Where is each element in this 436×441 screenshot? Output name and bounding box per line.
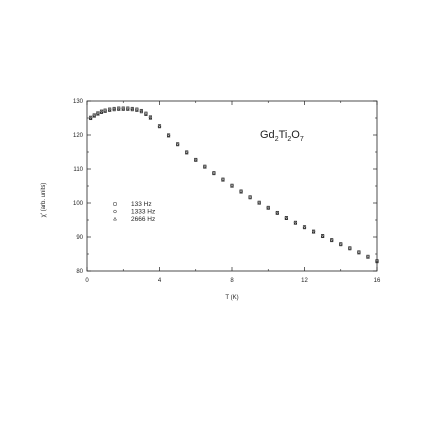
data-points bbox=[88, 106, 379, 264]
compound-subscript: 2 bbox=[275, 136, 279, 143]
compound-label: Gd2Ti2O7 bbox=[260, 129, 304, 143]
data-point-2666-hz bbox=[139, 109, 144, 114]
compound-element: Gd bbox=[260, 129, 275, 141]
x-tick-label: 8 bbox=[230, 278, 234, 284]
data-point-2666-hz bbox=[284, 216, 289, 220]
data-point-2666-hz bbox=[366, 255, 370, 259]
x-axis-title: T (K) bbox=[225, 295, 238, 301]
data-point-2666-hz bbox=[143, 112, 148, 116]
data-point-2666-hz bbox=[99, 110, 104, 114]
data-point-2666-hz bbox=[107, 108, 112, 112]
data-point-2666-hz bbox=[239, 190, 243, 194]
data-point-2666-hz bbox=[202, 165, 207, 169]
data-point-2666-hz bbox=[221, 178, 225, 182]
axis-ticks: 0 4 8 12 16 80 90 100 110 120 130 bbox=[73, 99, 381, 284]
legend-marker bbox=[113, 202, 117, 206]
y-tick-label: 120 bbox=[73, 133, 84, 139]
data-point-2666-hz bbox=[248, 195, 253, 200]
data-point-2666-hz bbox=[266, 206, 271, 210]
legend-label: 2666 Hz bbox=[131, 216, 155, 223]
compound-subscript: 2 bbox=[287, 136, 291, 143]
data-point-2666-hz bbox=[116, 107, 121, 111]
compound-subscript: 7 bbox=[300, 136, 304, 143]
data-point-2666-hz bbox=[157, 124, 162, 129]
y-tick-label: 100 bbox=[73, 201, 84, 207]
data-point-2666-hz bbox=[88, 116, 93, 121]
data-point-2666-hz bbox=[293, 221, 298, 225]
data-point-2666-hz bbox=[302, 225, 307, 230]
data-point-2666-hz bbox=[320, 234, 325, 239]
data-point-2666-hz bbox=[311, 230, 316, 234]
y-tick-label: 90 bbox=[76, 235, 83, 241]
data-point-2666-hz bbox=[95, 112, 100, 116]
data-point-2666-hz bbox=[211, 171, 216, 176]
x-tick-label: 0 bbox=[85, 278, 89, 284]
y-tick-label: 110 bbox=[73, 167, 83, 173]
y-tick-label: 130 bbox=[73, 99, 84, 105]
data-point-2666-hz bbox=[338, 242, 343, 247]
legend-label: 133 Hz bbox=[131, 201, 152, 208]
legend-marker bbox=[113, 216, 117, 221]
x-tick-label: 12 bbox=[301, 278, 308, 284]
data-point-2666-hz bbox=[148, 116, 153, 120]
data-point-2666-hz bbox=[356, 250, 361, 255]
y-axis-title: χ' (arb. units) bbox=[41, 183, 47, 218]
data-point-2666-hz bbox=[329, 238, 334, 243]
data-point-2666-hz bbox=[125, 107, 130, 111]
data-point-2666-hz bbox=[230, 184, 234, 188]
data-point-2666-hz bbox=[375, 259, 379, 264]
plot-frame bbox=[86, 100, 378, 272]
compound-element: O bbox=[291, 129, 300, 141]
x-tick-label: 16 bbox=[374, 278, 381, 284]
data-point-2666-hz bbox=[103, 109, 108, 113]
data-point-2666-hz bbox=[130, 107, 135, 112]
data-point-2666-hz bbox=[121, 107, 126, 111]
data-point-2666-hz bbox=[257, 201, 262, 205]
data-point-2666-hz bbox=[193, 158, 198, 162]
data-point-2666-hz bbox=[134, 108, 139, 112]
data-point-2666-hz bbox=[166, 133, 171, 138]
legend-label: 1333 Hz bbox=[131, 209, 155, 216]
data-point-2666-hz bbox=[347, 246, 352, 251]
legend-marker bbox=[113, 209, 117, 214]
data-point-2666-hz bbox=[184, 150, 189, 155]
y-tick-label: 80 bbox=[76, 269, 83, 275]
compound-element: Ti bbox=[279, 129, 288, 141]
data-point-2666-hz bbox=[92, 114, 97, 118]
data-point-2666-hz bbox=[175, 142, 180, 147]
x-tick-label: 4 bbox=[158, 278, 162, 284]
data-point-2666-hz bbox=[112, 107, 117, 112]
data-point-2666-hz bbox=[275, 211, 280, 215]
